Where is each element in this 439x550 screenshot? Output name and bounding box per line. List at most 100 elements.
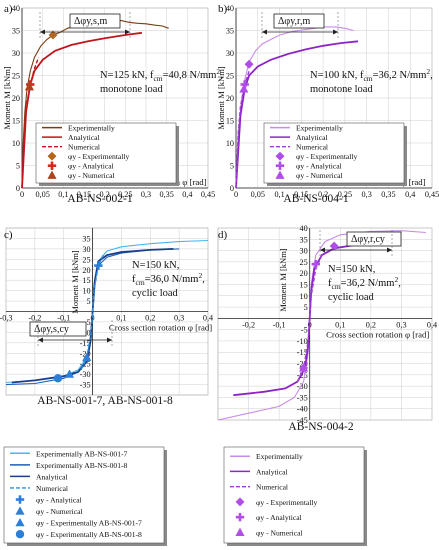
legend-label-0: Experimentally — [256, 452, 303, 461]
delta-arrowhead-left — [262, 29, 267, 35]
panel-b: 0 0,05 0,1 0,15 0,2 0,25 0,3 0,35 0,4 0,45 0 5 10 15 2… — [216, 3, 439, 205]
x-tick-label: 0,4 — [203, 314, 213, 323]
annotation-line-2: monotone load — [100, 84, 163, 95]
legend-marker-5 — [15, 506, 25, 515]
delta-label: Δφy,s,cy — [34, 324, 69, 335]
y-tick-label: 35 — [226, 27, 234, 36]
x-tick-label: 0,35 — [160, 190, 174, 199]
legend-label-3: Numerical — [36, 484, 68, 493]
y-tick-label: 40 — [12, 4, 20, 13]
panel-letter: b) — [218, 3, 228, 15]
annotation-line-1: N=150 kN, — [328, 264, 375, 275]
x-tick-label: 0,3 — [396, 320, 406, 329]
y-tick-label: 35 — [12, 27, 20, 36]
yield-marker-0 — [94, 261, 103, 270]
annotation-part: f — [328, 278, 332, 289]
delta-box — [273, 13, 325, 29]
y-tick-label: 20 — [226, 94, 234, 103]
yield-marker-0-v — [97, 261, 100, 270]
yield-marker-2 — [239, 84, 249, 93]
y-tick-label: 5 — [16, 162, 20, 171]
y-tick-label: 35 — [300, 235, 308, 244]
series-line-1 — [21, 31, 143, 189]
annotation-line-2: fcm=36,2 N/mm2, — [328, 275, 401, 291]
y-tick-label: 10 — [12, 139, 20, 148]
y-tick-label: 20 — [12, 94, 20, 103]
y-tick-label: -15 — [297, 348, 308, 357]
x-tick-label: 0,1 — [335, 320, 345, 329]
y-axis-label: Moment M [kNm] — [216, 66, 226, 129]
annotation-sup: 2 — [216, 67, 220, 76]
x-tick-label: 0,2 — [366, 320, 376, 329]
annotation-part: , — [398, 278, 401, 289]
legend-label-2: Analytical — [36, 472, 68, 481]
annotation-sub: cm — [332, 282, 341, 291]
delta-label: Δφy,r,cy — [351, 234, 385, 245]
legend-label-2: Numerical — [296, 143, 328, 152]
y-tick-label: -15 — [80, 339, 91, 348]
yield-markers — [53, 261, 103, 383]
y-tick-label: -5 — [301, 326, 308, 335]
annotation-part: =40,8 N/mm — [163, 70, 217, 81]
legend-marker-4 — [275, 161, 285, 170]
y-tick-label: -40 — [297, 405, 308, 414]
panel-caption: AB-NS-004-2 — [288, 421, 353, 433]
annotation-part: , — [220, 70, 223, 81]
legend-marker-3 — [47, 151, 57, 161]
series-line-1 — [235, 40, 359, 189]
y-tick-label: 15 — [226, 117, 234, 126]
y-tick-label: 10 — [226, 139, 234, 148]
legend-marker-4-v — [50, 161, 54, 170]
legend-label-0: Experimentally — [68, 124, 115, 133]
y-tick-label: 25 — [82, 255, 90, 264]
y-tick-label: 15 — [82, 276, 90, 285]
x-tick-label: 0,2 — [145, 314, 155, 323]
y-tick-label: 25 — [226, 72, 234, 81]
delta-box — [29, 321, 87, 337]
x-tick-label: 0,1 — [116, 314, 126, 323]
legend-label-1: Analytical — [256, 467, 288, 476]
x-tick-label: 0,2 — [100, 190, 110, 199]
y-tick-label: 10 — [82, 287, 90, 296]
delta-arrowhead-right — [333, 29, 338, 35]
legend-marker-3 — [275, 151, 285, 161]
panel-letter: a) — [4, 3, 13, 15]
x-tick-label: 0,3 — [362, 190, 372, 199]
x-tick-label: -0,2 — [28, 314, 41, 323]
y-tick-label: -10 — [297, 337, 308, 346]
legend-label-1: Analytical — [296, 133, 328, 142]
load-annotation: N=150 kN,fcm=36,0 N/mm2,cyclic load — [132, 260, 205, 299]
x-tick-label: 0 — [20, 190, 24, 199]
y-axis-label: Moment M [kNm] — [2, 66, 12, 129]
yield-marker-1 — [240, 80, 249, 89]
delta-arrowhead-right — [125, 29, 130, 35]
yield-markers — [298, 241, 339, 373]
x-tick-label: 0,3 — [174, 314, 184, 323]
yield-marker-1-v — [243, 80, 247, 89]
delta-arrowhead-right — [387, 247, 392, 253]
y-tick-label: 20 — [82, 266, 90, 275]
annotation-part: =36,2 N/mm — [373, 70, 427, 81]
legend-marker-6 — [15, 517, 25, 527]
x-tick-label: 0,25 — [118, 190, 132, 199]
yield-marker-1 — [311, 259, 321, 269]
legend-box — [35, 122, 177, 184]
legend-label-3: φy - Experimentally — [296, 152, 358, 161]
legend-label-1: Experimentally AB-NS-001-8 — [36, 461, 128, 470]
y-tick-label: 40 — [226, 4, 234, 13]
tick-labels: 0 0,05 0,1 0,15 0,2 0,25 0,3 0,35 0,4 0,45 0 5 10 15 2… — [226, 4, 439, 199]
x-tick-label: 0,4 — [405, 190, 415, 199]
x-tick-label: 0,05 — [36, 190, 50, 199]
annotation-sub: cm — [136, 278, 145, 287]
yield-marker-3 — [53, 374, 63, 383]
x-tick-label: 0,4 — [427, 320, 437, 329]
series-lines — [5, 239, 209, 386]
y-tick-label: 5 — [304, 303, 308, 312]
delta-arrowhead-left — [320, 247, 325, 253]
y-tick-label: -20 — [297, 360, 308, 369]
x-tick-label: 0,45 — [201, 190, 215, 199]
load-annotation: N=150 kN,fcm=36,2 N/mm2,cyclic load — [328, 264, 401, 303]
